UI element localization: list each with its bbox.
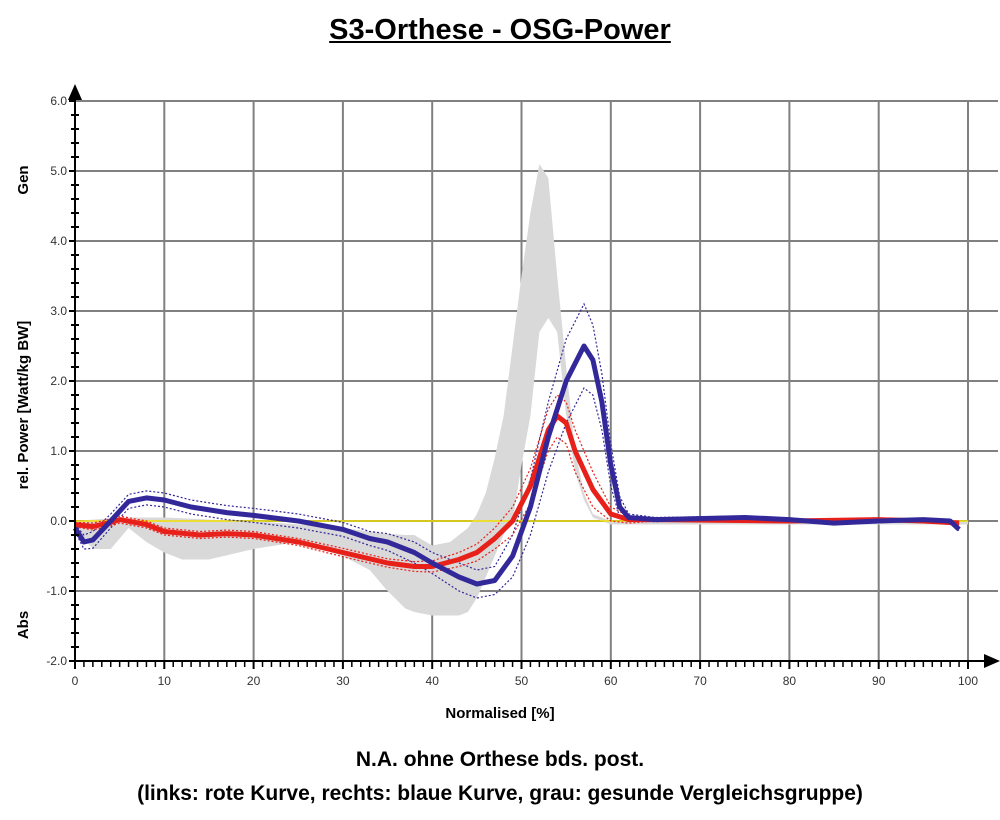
series-mean-line [72,343,961,587]
y-axis-label: rel. Power [Watt/kg BW] [15,321,32,490]
x-tick-label: 100 [958,674,978,688]
x-axis-arrow-icon [984,654,1000,668]
caption-line-2: (links: rote Kurve, rechts: blaue Kurve,… [137,782,863,805]
x-tick-label: 0 [72,674,79,688]
series-2-lower-sd [74,436,960,573]
y-tick-label: 5.0 [50,164,67,178]
y-tick-label: -2.0 [46,654,67,668]
x-tick-label: 80 [783,674,797,688]
gen-label: Gen [15,165,32,194]
y-tick-label: -1.0 [46,584,67,598]
x-tick-label: 50 [515,674,529,688]
y-tick-label: 0.0 [50,514,67,528]
x-tick-label: 10 [158,674,172,688]
x-axis-label: Normalised [%] [445,705,554,722]
x-tick-label: 40 [426,674,440,688]
abs-label: Abs [15,611,32,639]
y-tick-label: 2.0 [50,374,67,388]
y-tick-label: 4.0 [50,234,67,248]
band-healthy-group [75,164,968,616]
chart-title: S3-Orthese - OSG-Power [329,14,671,46]
x-tick-label: 70 [693,674,707,688]
x-tick-label: 60 [604,674,618,688]
x-tick-label: 90 [872,674,886,688]
y-tick-label: 1.0 [50,444,67,458]
y-tick-label: 3.0 [50,304,67,318]
y-axis-arrow-icon [68,84,82,100]
y-tick-label: 6.0 [50,94,67,108]
x-tick-label: 30 [336,674,350,688]
caption-line-1: N.A. ohne Orthese bds. post. [355,748,645,771]
x-tick-label: 20 [247,674,261,688]
